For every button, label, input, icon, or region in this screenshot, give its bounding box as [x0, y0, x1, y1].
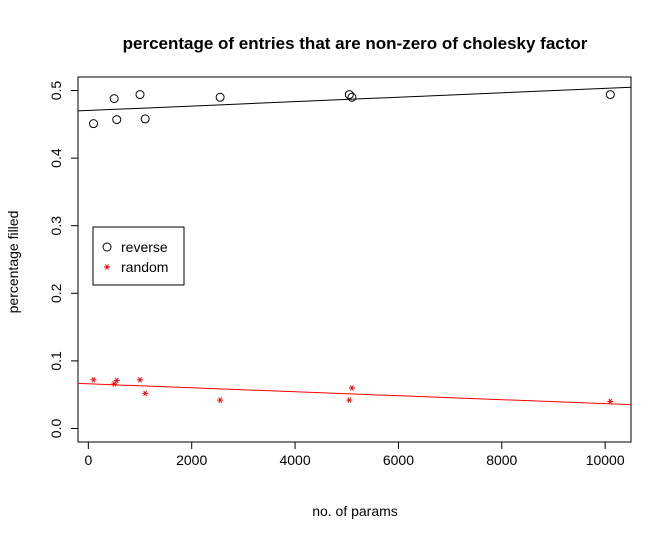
reverse-point [140, 114, 150, 124]
reverse-point [89, 119, 99, 129]
x-tick-label: 0 [84, 452, 92, 468]
reverse-point [215, 92, 225, 102]
random-point [346, 397, 353, 403]
x-tick-label: 2000 [176, 452, 207, 468]
legend-random-label: random [121, 259, 168, 275]
random-fit-line [77, 382, 632, 406]
legend-box [92, 226, 185, 286]
x-tick-label: 10000 [586, 452, 625, 468]
y-tick-label: 0.1 [48, 351, 64, 371]
y-axis-label: percentage filled [5, 211, 21, 314]
legend-random-marker [104, 264, 110, 270]
reverse-point [109, 94, 119, 104]
reverse-point [347, 92, 357, 102]
x-axis: 0 2000 4000 6000 8000 10000 [84, 441, 625, 468]
y-tick-label: 0.2 [48, 283, 64, 303]
y-tick-label: 0.0 [48, 419, 64, 439]
y-tick-label: 0.3 [48, 216, 64, 236]
random-point [142, 390, 149, 397]
legend-reverse-marker [102, 242, 112, 252]
x-tick-label: 6000 [383, 452, 414, 468]
random-point [348, 385, 355, 391]
y-tick-label: 0.4 [48, 148, 64, 168]
legend: reverse random [92, 226, 185, 286]
fit-lines [77, 86, 632, 406]
reverse-point [344, 90, 354, 100]
reverse-point [605, 90, 615, 100]
chart-title: percentage of entries that are non-zero … [123, 34, 588, 53]
reverse-point [112, 115, 122, 125]
legend-reverse-label: reverse [121, 239, 168, 255]
random-point [137, 376, 144, 383]
reverse-fit-line [77, 86, 632, 112]
x-tick-label: 8000 [486, 452, 517, 468]
reverse-point [135, 90, 145, 100]
data-points [89, 90, 615, 405]
random-point [217, 397, 224, 403]
x-axis-label: no. of params [312, 503, 398, 519]
y-tick-label: 0.5 [48, 81, 64, 101]
y-axis: 0.0 0.1 0.2 0.3 0.4 0.5 [48, 81, 79, 439]
random-point [113, 377, 120, 384]
x-tick-label: 4000 [279, 452, 310, 468]
random-point [111, 381, 118, 387]
random-point [90, 376, 97, 383]
random-point [607, 398, 614, 405]
